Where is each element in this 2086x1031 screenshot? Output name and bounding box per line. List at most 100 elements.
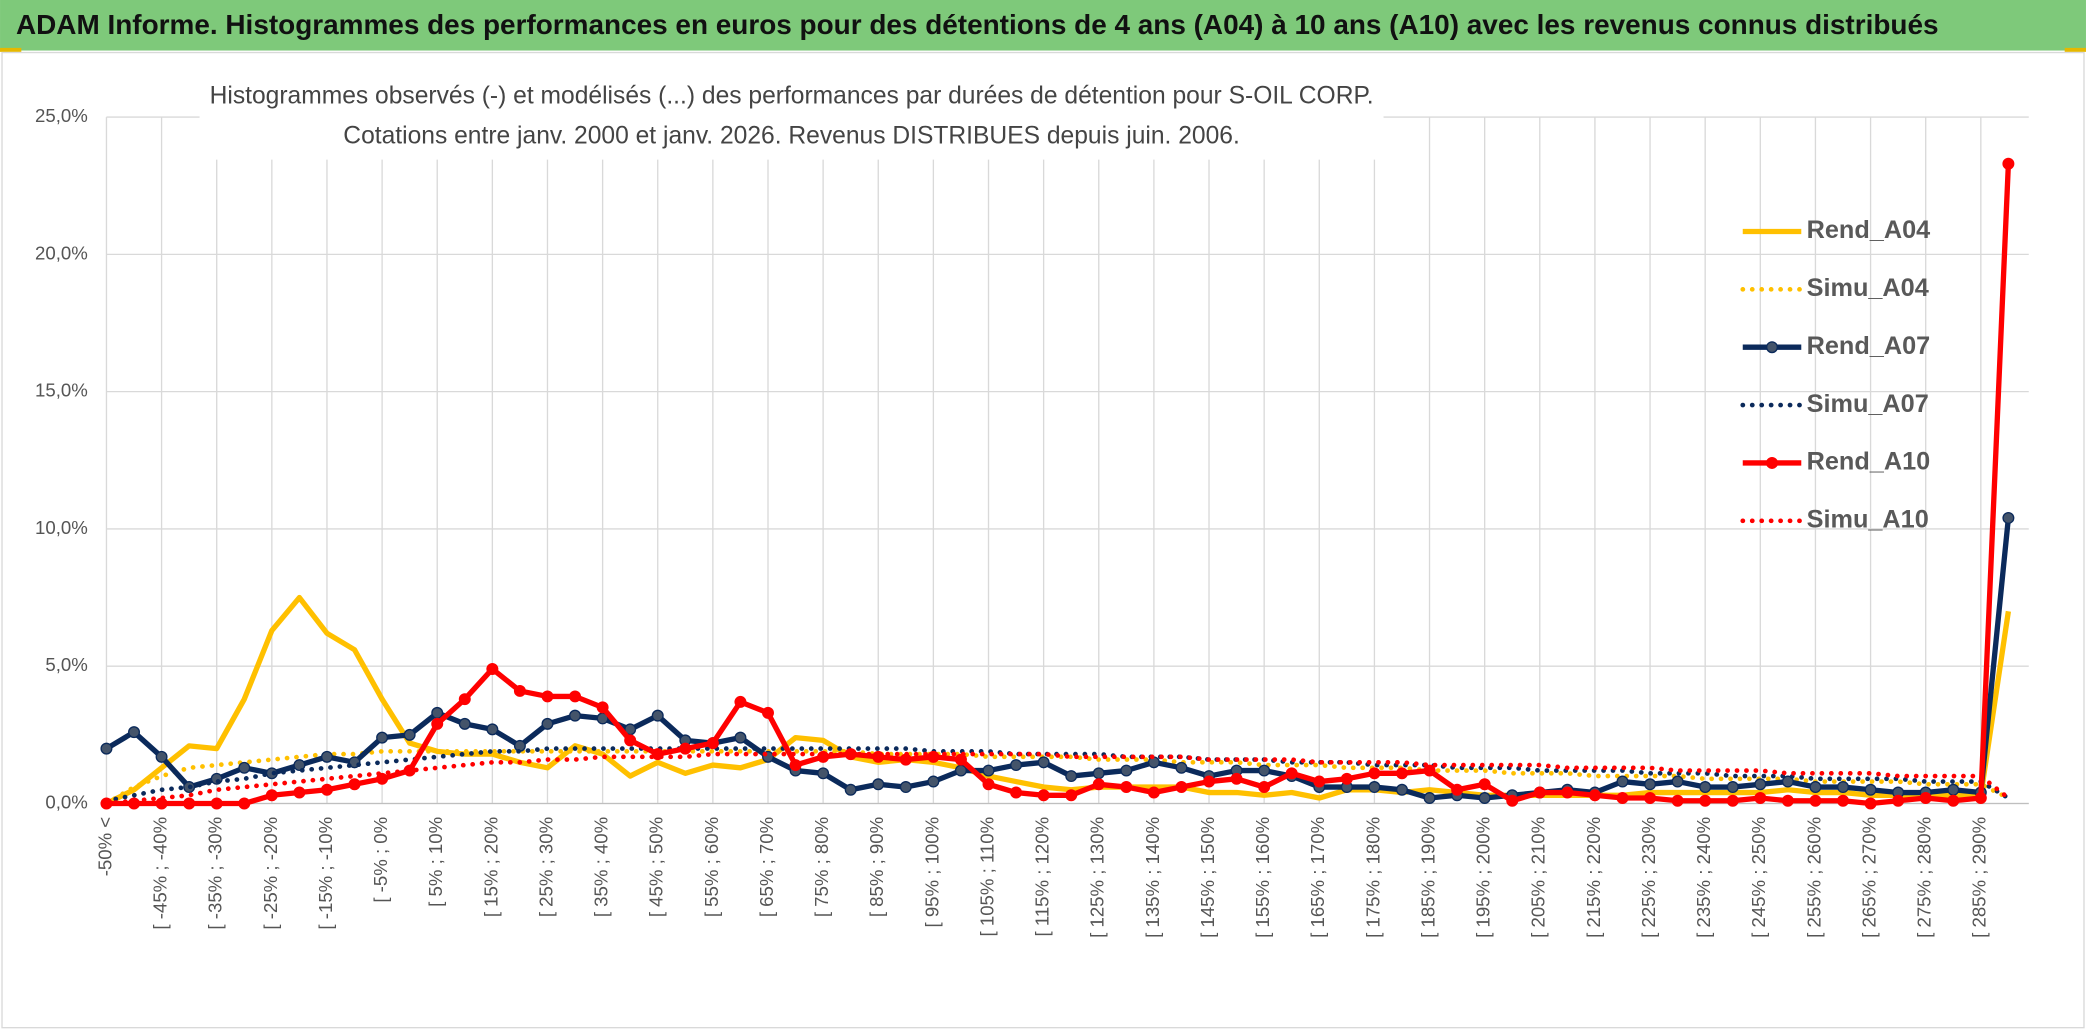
series-marker [2002,511,2015,524]
series-marker [1258,764,1271,777]
series-marker [293,786,306,799]
series-marker [706,737,719,750]
series-marker [541,690,554,703]
series-marker [1671,775,1684,788]
series-marker [1037,789,1050,802]
x-tick-label: [ 185% ; 190% [1417,817,1438,938]
series-marker [1285,767,1298,780]
series-marker [265,789,278,802]
series-marker [982,764,995,777]
series-marker [1258,781,1271,794]
y-tick-label: 20,0% [35,242,88,263]
x-tick-label: [ 95% ; 100% [921,817,942,928]
x-tick-label: [ 145% ; 150% [1197,817,1218,938]
x-tick-label: [ 135% ; 140% [1142,817,1163,938]
legend-label: Rend_A07 [1807,332,1931,360]
series-marker [1699,781,1712,794]
series-marker [1395,783,1408,796]
series-marker [1616,792,1629,805]
y-tick-label: 15,0% [35,380,88,401]
series-marker [1092,767,1105,780]
x-tick-label: [ 265% ; 270% [1858,817,1879,938]
x-tick-label: [ 115% ; 120% [1032,817,1053,937]
series-marker [100,742,113,755]
series-marker [431,717,444,730]
series-marker [1588,789,1601,802]
series-marker [320,783,333,796]
x-tick-label: [ 35% ; 40% [591,817,612,917]
series-marker [1809,794,1822,807]
series-marker [1010,786,1023,799]
title-background [199,77,1384,160]
x-tick-label: [ 5% ; 10% [425,817,446,907]
x-tick-label: [ 255% ; 260% [1803,817,1824,938]
series-marker [1947,794,1960,807]
series-line [106,163,2012,807]
series-marker [734,695,747,708]
x-tick-label: [ -25% ; -20% [260,817,281,930]
series-marker [1644,792,1657,805]
series-marker [541,717,554,730]
series-marker [458,717,471,730]
series-marker [1781,775,1794,788]
x-tick-label: [ 85% ; 90% [866,817,887,917]
series-marker [1726,794,1739,807]
series-marker [1175,781,1188,794]
series-marker [596,701,609,714]
series-marker [927,775,940,788]
series-marker [982,778,995,791]
header-title: ADAM Informe. Histogrammes des performan… [16,9,1939,40]
series-marker [1230,772,1243,785]
y-tick-label: 0,0% [45,791,87,812]
series-marker [1947,783,1960,796]
series-marker [1423,764,1436,777]
series-marker [1754,792,1767,805]
y-tick-label: 10,0% [35,517,88,538]
series-line [104,749,2011,806]
x-tick-label: [ 105% ; 110% [976,817,997,937]
corner-accent [0,47,22,52]
x-tick-label: [ 65% ; 70% [756,817,777,917]
y-tick-label: 25,0% [35,105,88,126]
series-marker [1065,770,1078,783]
series-marker [762,706,774,719]
series-marker [1010,759,1023,772]
series-marker [1837,781,1849,794]
series-marker [1864,797,1877,810]
series-marker [1726,781,1739,794]
x-tick-label: [ 125% ; 130% [1087,817,1108,938]
x-tick-label: [ 205% ; 210% [1528,817,1549,938]
series-marker [1368,767,1381,780]
x-tick-label: [ -15% ; -10% [315,817,336,930]
x-tick-label: [ 195% ; 200% [1473,817,1494,938]
series-marker [1506,794,1519,807]
series-marker [569,690,582,703]
series-marker [1092,778,1105,791]
series-marker [1478,792,1491,805]
legend-label: Simu_A04 [1807,274,1929,302]
legend-label: Simu_A07 [1807,390,1929,418]
y-tick-label: 5,0% [45,654,87,675]
series-marker [1533,786,1546,799]
series-marker [293,759,306,772]
series-marker [1313,775,1326,788]
series-marker [1340,772,1353,785]
series-marker [817,767,830,780]
corner-accent [2064,47,2086,52]
chart-subtitle: Cotations entre janv. 2000 et janv. 2026… [343,123,1239,150]
series-marker [486,662,499,675]
series-marker [1892,794,1905,807]
x-tick-label: [ 55% ; 60% [701,817,722,917]
series-marker [183,797,196,810]
legend-marker [1766,341,1779,354]
series-marker [1065,789,1078,802]
series-marker [376,772,389,785]
series-marker [486,723,499,736]
legend-label: Simu_A10 [1807,505,1929,533]
series-marker [320,750,333,763]
plot-area: 0,0% 5,0% 10,0% 15,0% 20,0% 25,0% -50% < [ -45%… [35,105,2029,938]
x-tick-label: [ 235% ; 240% [1693,817,1714,938]
series-marker [1120,764,1133,777]
x-tick-label: [ 75% ; 80% [811,817,832,917]
series-marker [624,734,637,747]
